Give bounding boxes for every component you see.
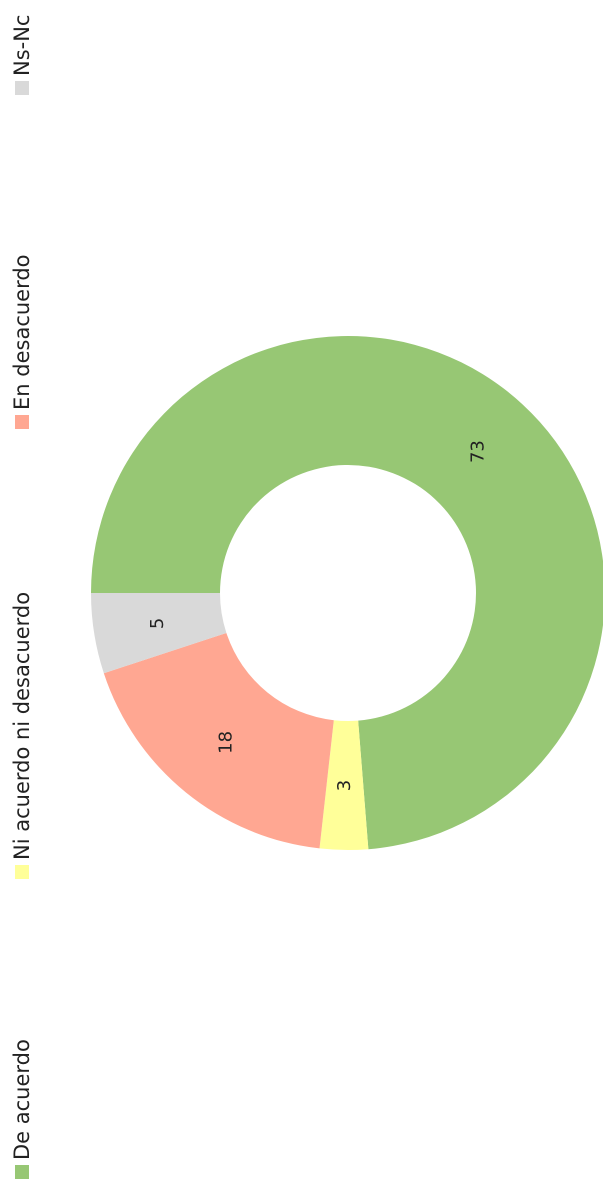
data-label: 5 [147, 618, 168, 629]
legend-swatch [15, 415, 29, 429]
legend-swatch [15, 81, 29, 95]
data-label: 18 [216, 731, 237, 754]
legend-item: En desacuerdo [10, 254, 34, 429]
legend-swatch [15, 865, 29, 879]
donut-segment [91, 336, 603, 850]
legend-label: Ns-Nc [10, 15, 34, 76]
donut-segment [103, 632, 334, 849]
data-label: 3 [334, 780, 355, 791]
legend-item: De acuerdo [10, 1039, 34, 1179]
legend-label: Ni acuerdo ni desacuerdo [10, 592, 34, 860]
legend-item: Ni acuerdo ni desacuerdo [10, 592, 34, 879]
donut-segment [319, 720, 369, 851]
legend-swatch [15, 1165, 29, 1179]
legend-label: En desacuerdo [10, 254, 34, 410]
donut-segment [91, 593, 227, 674]
legend-label: De acuerdo [10, 1039, 34, 1160]
legend-item: Ns-Nc [10, 15, 34, 95]
data-label: 73 [468, 440, 489, 463]
